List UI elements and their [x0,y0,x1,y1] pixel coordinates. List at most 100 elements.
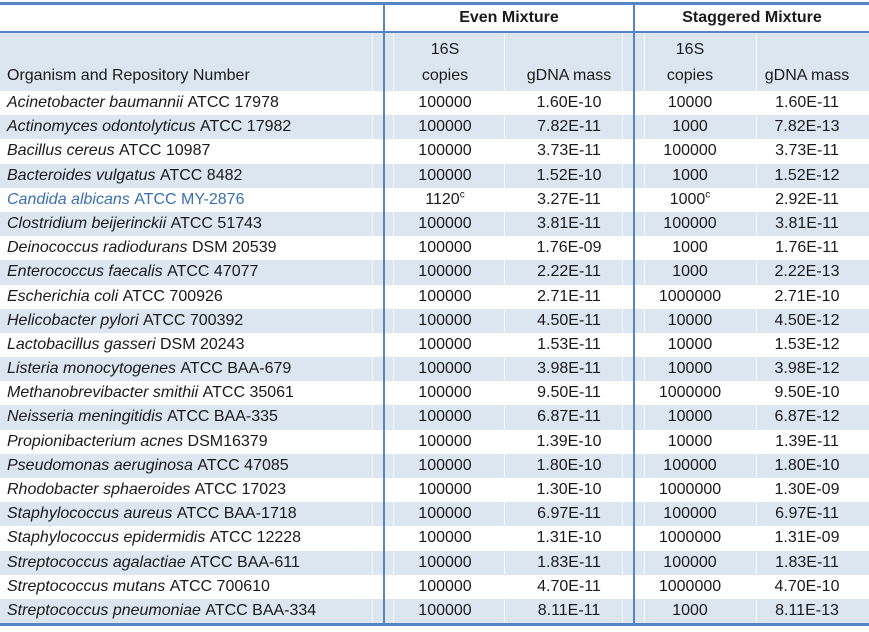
staggered-gdna-mass-cell: 1.76E-11 [775,239,839,257]
even-16s-copies-cell: 100000 [383,526,505,551]
even-16s-copies-cell: 100000 [383,115,505,140]
even-gdna-mass-cell: 1.31E-10 [536,529,602,547]
staggered-16s-copies-header: 16S copies [633,33,745,91]
repository-number: ATCC 17982 [195,118,292,136]
staggered-gdna-mass-cell: 1.52E-12 [774,166,840,184]
even-16s-copies-cell: 100000 [383,91,505,116]
even-gdna-mass-cell: 4.50E-11 [537,311,601,329]
staggered-16s-copies-cell: 100000 [633,211,745,237]
table-row: Streptococcus agalactiae ATCC BAA-611 10… [0,550,869,575]
staggered-gdna-mass-cell: 2.22E-13 [774,263,840,281]
staggered-gdna-mass-cell: 1.31E-09 [774,529,840,547]
table-row: Bacillus cereus ATCC 10987 100000 3.73E-… [0,139,869,164]
even-16s-copies-cell: 100000 [383,357,505,382]
staggered-16s-copies-cell: 1000000 [633,574,745,599]
staggered-16s-copies-cell: 1000 [633,598,745,624]
staggered-16s-copies-cell: 10000 [633,308,745,333]
even-gdna-mass-cell: 2.22E-11 [537,263,601,281]
even-16s-copies-cell: 100000 [383,260,505,285]
staggered-16s-copies-cell: 1000000 [633,478,745,503]
staggered-gdna-mass-cell: 1.53E-12 [774,335,840,353]
organism-cell: Methanobrevibacter smithii ATCC 35061 [0,381,383,405]
even-gdna-mass-cell: 1.80E-10 [536,456,602,474]
staggered-gdna-mass-cell: 1.30E-09 [774,481,840,498]
staggered-gdna-mass-cell: 2.71E-10 [774,287,840,305]
organism-scientific-name: Bacteroides vulgatus [7,166,156,184]
even-gdna-mass-cell: 2.71E-11 [537,287,601,305]
even-gdna-mass-cell: 9.50E-11 [537,384,601,402]
even-gdna-mass-cell: 3.27E-11 [537,190,601,208]
table-row: Bacteroides vulgatus ATCC 8482 100000 1.… [0,163,869,188]
organism-cell: Bacillus cereus ATCC 10987 [0,139,383,163]
table-top-border [0,2,869,5]
organism-cell: Deinococcus radiodurans DSM 20539 [0,236,383,260]
table-bottom-border [0,623,869,627]
organism-cell: Neisseria meningitidis ATCC BAA-335 [0,405,383,429]
repository-number: ATCC BAA-679 [175,360,292,378]
table-row: Staphylococcus aureus ATCC BAA-1718 1000… [0,502,869,527]
staggered-16s-copies-cell: 100000 [633,550,745,575]
even-16s-copies-cell: 100000 [383,598,505,624]
footnote-marker: c [705,189,711,201]
even-gdna-mass-cell: 3.98E-11 [537,360,601,378]
table-row: Streptococcus pneumoniae ATCC BAA-334 10… [0,598,869,624]
table-row: Staphylococcus epidermidis ATCC 12228 10… [0,526,869,551]
organism-scientific-name: Enterococcus faecalis [7,263,163,281]
repository-number: ATCC BAA-335 [162,408,278,426]
even-16s-copies-cell: 100000 [383,405,505,430]
even-gdna-mass-cell: 1.52E-10 [536,166,602,184]
organism-cell: Pseudomonas aeruginosa ATCC 47085 [0,454,383,478]
table-row: Rhodobacter sphaeroides ATCC 17023 10000… [0,478,869,503]
staggered-gdna-mass-cell: 9.50E-10 [774,384,840,402]
table-row: Clostridium beijerinckii ATCC 51743 1000… [0,211,869,237]
even-16s-copies-cell: 100000 [383,211,505,237]
organism-cell: Escherichia coli ATCC 700926 [0,285,383,309]
staggered-16s-copies-cell: 100000 [633,502,745,527]
organism-cell: Enterococcus faecalis ATCC 47077 [0,260,383,284]
table-row: Enterococcus faecalis ATCC 47077 100000 … [0,260,869,285]
table-row: Helicobacter pylori ATCC 700392 100000 4… [0,308,869,333]
organism-cell: Streptococcus agalactiae ATCC BAA-611 [0,551,383,575]
organism-scientific-name: Deinococcus radiodurans [7,239,188,257]
staggered-gdna-mass-cell: 3.73E-11 [775,142,839,160]
organism-column-header: Organism and Repository Number [7,67,250,84]
even-16s-copies-cell: 100000 [383,429,505,454]
staggered-16s-copies-cell: 1000000 [633,284,745,309]
staggered-gdna-mass-header: gDNA mass [764,67,850,84]
group-header-row: Even Mixture Staggered Mixture [0,5,869,31]
organism-cell: Helicobacter pylori ATCC 700392 [0,309,383,333]
organism-scientific-name: Propionibacterium acnes [7,432,184,450]
staggered-16s-copies-cell: 1000 [633,163,745,188]
organism-cell: Staphylococcus aureus ATCC BAA-1718 [0,502,383,526]
repository-number: ATCC 700392 [138,311,244,329]
organism-cell: Actinomyces odontolyticus ATCC 17982 [0,115,383,139]
staggered-16s-copies-cell: 100000 [633,453,745,478]
even-16s-copies-cell: 100000 [383,139,505,164]
staggered-16s-copies-cell: 1000 [633,260,745,285]
table-row: Actinomyces odontolyticus ATCC 17982 100… [0,115,869,140]
repository-number: ATCC 700926 [118,287,223,305]
header-divider-border [0,31,869,33]
table-row: Lactobacillus gasseri DSM 20243 100000 1… [0,332,869,358]
staggered-16s-copies-cell: 10000 [633,405,745,430]
organism-scientific-name: Listeria monocytogenes [7,360,176,378]
organism-scientific-name: Staphylococcus epidermidis [7,529,206,547]
repository-number: ATCC BAA-611 [185,553,300,571]
repository-number: ATCC 17023 [190,481,286,498]
staggered-gdna-mass-cell: 1.39E-11 [775,432,839,450]
repository-number: ATCC 47077 [162,263,259,281]
organism-cell: Bacteroides vulgatus ATCC 8482 [0,164,383,188]
organism-scientific-name: Clostridium beijerinckii [7,214,167,232]
organism-scientific-name: Lactobacillus gasseri [7,335,156,353]
staggered-16s-copies-cell: 10000 [633,357,745,382]
table-row: Candida albicans ATCC MY-2876 1120c 3.27… [0,187,869,212]
organism-scientific-name: Streptococcus mutans [7,577,166,595]
staggered-gdna-mass-cell: 2.92E-11 [775,190,839,208]
even-gdna-mass-cell: 6.97E-11 [537,505,601,523]
table-row: Deinococcus radiodurans DSM 20539 100000… [0,236,869,261]
even-16s-copies-cell: 100000 [383,381,505,406]
even-mixture-header: Even Mixture [383,5,633,31]
repository-number: ATCC BAA-334 [200,601,317,619]
repository-number: DSM16379 [183,432,268,450]
even-gdna-mass-cell: 1.39E-10 [536,432,602,450]
